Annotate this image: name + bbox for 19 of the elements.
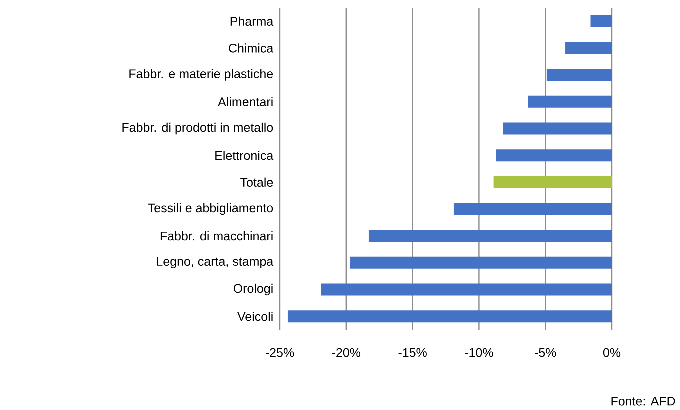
y-tick-label: Veicoli [238,312,273,322]
x-tick-label: -20% [332,348,361,358]
x-tick-label: -5% [535,348,556,358]
y-tick-label: Fabbr. e materie plastiche [130,69,274,81]
y-tick-label: Legno, carta, stampa [157,257,274,269]
y-tick-label: Elettronica [216,150,274,160]
y-tick-label: Fabbr. di prodotti in metallo [122,122,274,135]
y-tick-label: Pharma [230,16,274,26]
x-tick-label: -15% [398,348,427,358]
y-tick-label: Chimica [229,44,274,53]
y-tick-label: Fabbr. di macchinari [160,231,273,241]
x-tick-label: -10% [465,348,494,358]
x-tick-label: -25% [266,348,294,358]
x-tick-label: 0% [603,348,621,358]
y-tick-label: Alimentari [218,97,273,107]
source-note: Fonte: AFD [612,397,676,406]
y-tick-label: Tessili e abbigliamento [148,203,274,216]
y-tick-label: Orologi [234,284,273,296]
y-tick-label: Totale [240,178,274,188]
